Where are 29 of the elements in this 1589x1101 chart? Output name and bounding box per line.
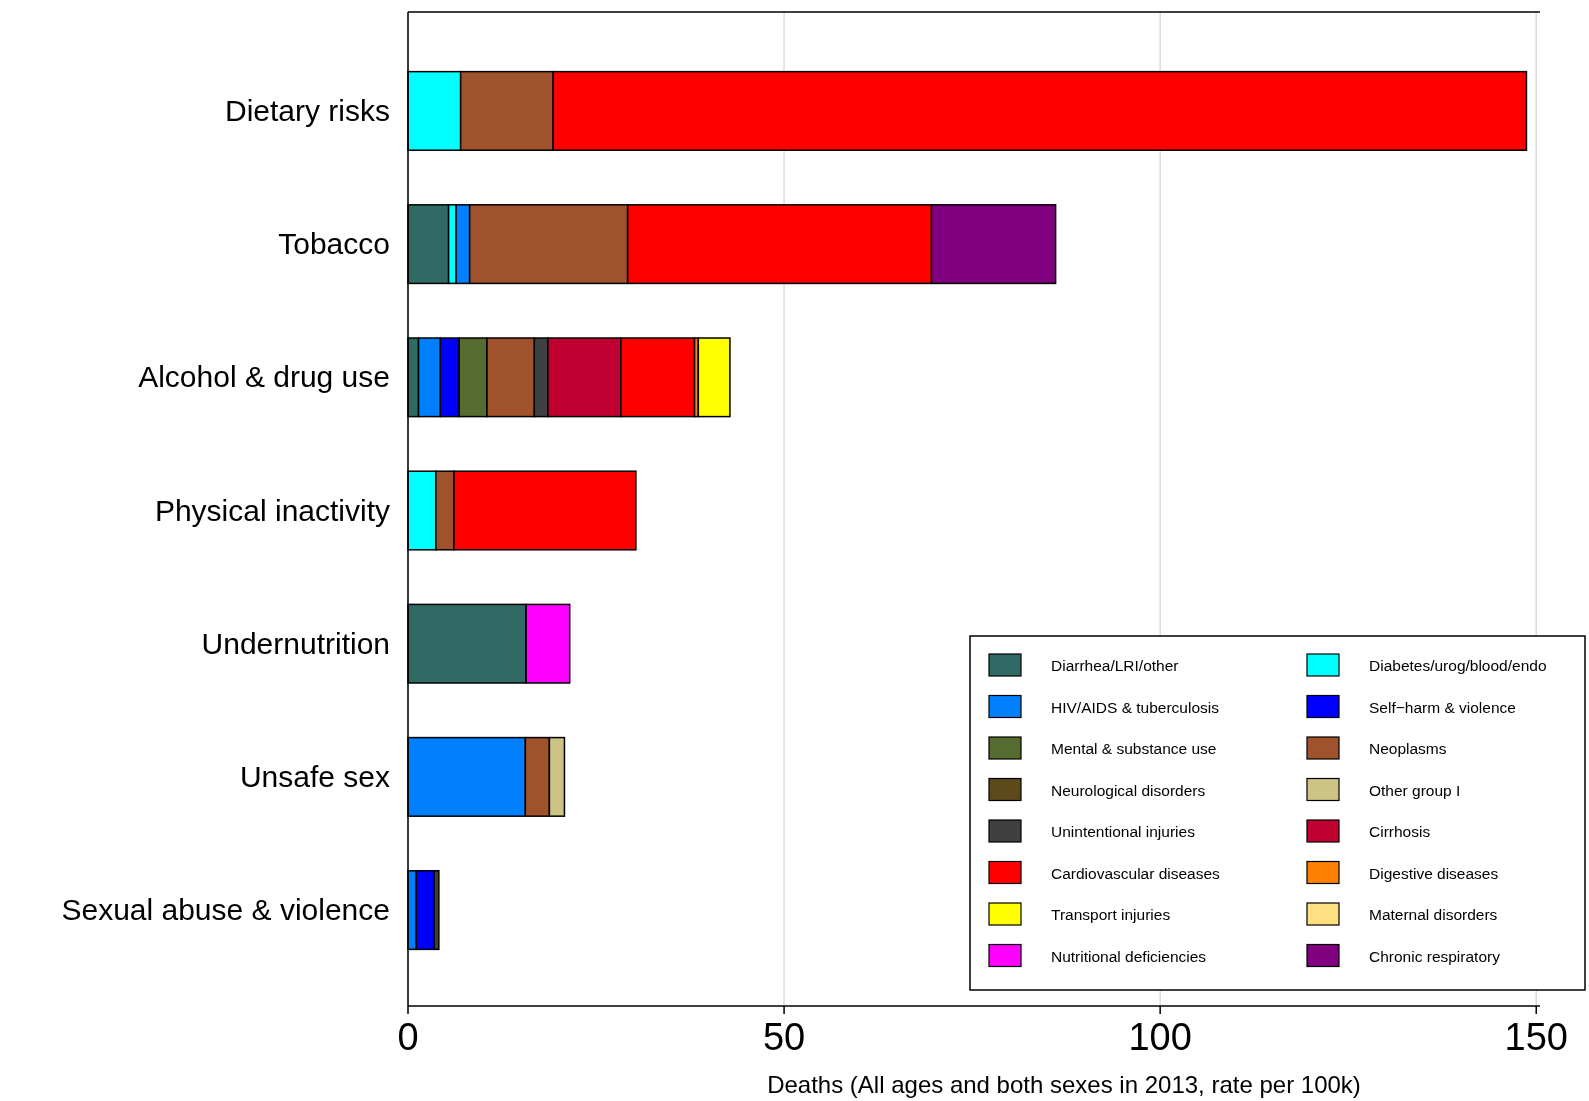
- legend-label: Mental & substance use: [1051, 740, 1217, 757]
- y-tick-label: Sexual abuse & violence: [61, 893, 390, 927]
- x-tick-label: 100: [1128, 1016, 1192, 1058]
- legend-label: Diabetes/urog/blood/endo: [1369, 657, 1547, 674]
- legend-label: Self−harm & violence: [1369, 698, 1516, 716]
- y-tick-label: Tobacco: [278, 227, 390, 261]
- y-tick-label: Unsafe sex: [239, 759, 390, 793]
- y-tick-label: Physical inactivity: [154, 493, 390, 527]
- legend-label: Digestive diseases: [1369, 864, 1499, 882]
- x-axis-title: Deaths (All ages and both sexes in 2013, rate per 100k): [767, 1071, 1361, 1098]
- y-tick-label: Alcohol & drug use: [138, 360, 390, 394]
- legend-label: Diarrhea/LRI/other: [1051, 657, 1179, 674]
- legend-label: Transport injuries: [1051, 906, 1171, 923]
- legend-label: Unintentional injuries: [1051, 823, 1196, 840]
- y-tick-label: Dietary risks: [224, 93, 390, 127]
- x-tick-label: 0: [397, 1016, 419, 1058]
- legend-label: HIV/AIDS & tuberculosis: [1051, 698, 1220, 716]
- legend-label: Chronic respiratory: [1369, 947, 1501, 965]
- legend-label: Cardiovascular diseases: [1051, 864, 1221, 882]
- legend-label: Nutritional deficiencies: [1051, 947, 1207, 965]
- legend-label: Cirrhosis: [1369, 823, 1431, 840]
- legend-label: Neoplasms: [1369, 740, 1447, 757]
- x-tick-label: 50: [762, 1016, 806, 1058]
- y-tick-label: Undernutrition: [201, 626, 390, 660]
- legend-label: Maternal disorders: [1369, 906, 1498, 923]
- legend-label: Other group I: [1369, 781, 1461, 799]
- bar: [697, 337, 731, 418]
- x-tick-label: 150: [1504, 1016, 1568, 1058]
- legend-label: Neurological disorders: [1051, 781, 1206, 799]
